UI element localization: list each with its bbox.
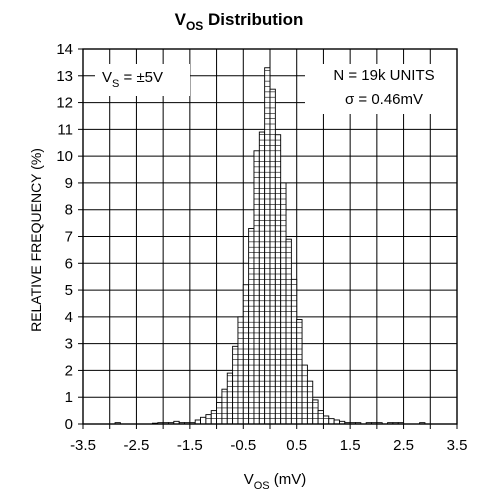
- x-tick-label: -0.5: [230, 437, 256, 454]
- y-axis-label: RELATIVE FREQUENCY (%): [28, 148, 44, 332]
- histogram-bar: [285, 238, 292, 425]
- supply-annotation-subscript: S: [112, 78, 119, 90]
- histogram-bar: [301, 364, 308, 425]
- histogram-bar: [200, 416, 207, 425]
- units-annotation: N = 19k UNITS: [333, 67, 434, 84]
- supply-annotation: VS = ±5V: [102, 69, 163, 90]
- histogram-bar: [248, 228, 255, 425]
- histogram-bar: [221, 388, 228, 425]
- x-tick-label: -2.5: [123, 437, 149, 454]
- x-axis-label-subscript: OS: [254, 480, 270, 492]
- y-tick-label: 6: [65, 255, 73, 272]
- histogram-bar: [306, 380, 314, 425]
- histogram-bar: [269, 88, 276, 425]
- plot-frame: [82, 48, 458, 425]
- x-tick-labels: -3.5 -2.5 -1.5 -0.5 0.5 1.5 2.5 3.5: [70, 437, 467, 454]
- histogram-bar: [258, 131, 266, 425]
- y-tick-label: 13: [56, 68, 73, 85]
- histogram-bar: [322, 415, 330, 425]
- x-tick-label: -1.5: [177, 437, 203, 454]
- histogram-bar: [216, 402, 223, 425]
- x-axis-label-main: V: [244, 471, 254, 488]
- histogram-bar: [253, 150, 260, 425]
- sigma-annotation: σ = 0.46mV: [345, 91, 423, 108]
- y-tick-label: 8: [65, 202, 73, 219]
- y-tick-label: 7: [65, 229, 73, 246]
- histogram-bar: [290, 278, 298, 425]
- chart-title-main: V: [175, 10, 187, 29]
- y-tick-label: 2: [65, 362, 73, 379]
- histogram-bar: [328, 418, 335, 425]
- histogram-bar: [226, 372, 234, 425]
- y-tick-label: 10: [56, 148, 73, 165]
- y-tick-label: 12: [56, 95, 73, 112]
- histogram-bar: [237, 316, 244, 425]
- supply-annotation-rest: = ±5V: [119, 69, 163, 86]
- histogram-bar: [312, 399, 319, 425]
- chart-title: VOS Distribution: [175, 10, 304, 33]
- histogram-bar: [280, 182, 287, 425]
- chart-title-rest: Distribution: [203, 10, 303, 29]
- histogram-bar: [317, 410, 324, 425]
- y-tick-label: 1: [65, 389, 73, 406]
- x-axis-label-rest: (mV): [270, 471, 307, 488]
- y-tick-label: 3: [65, 336, 73, 353]
- y-tick-label: 14: [56, 41, 73, 58]
- y-tick-label: 11: [57, 121, 73, 138]
- histogram-bar: [232, 345, 239, 425]
- y-tick-label: 4: [65, 309, 73, 326]
- axis-ticks: [78, 48, 458, 429]
- histogram-bar: [274, 134, 282, 425]
- x-tick-label: 0.5: [286, 437, 307, 454]
- stats-annotation-box: [305, 64, 457, 114]
- x-axis-label: VOS (mV): [244, 471, 307, 492]
- y-tick-label: 0: [65, 416, 73, 433]
- x-tick-label: 2.5: [393, 437, 414, 454]
- histogram-bar: [264, 67, 271, 425]
- histogram-bar: [296, 319, 303, 425]
- chart-title-subscript: OS: [186, 19, 203, 33]
- histogram-bar: [242, 284, 250, 425]
- supply-annotation-box: [95, 64, 190, 96]
- y-tick-label: 9: [65, 175, 73, 192]
- x-tick-label: 3.5: [447, 437, 468, 454]
- x-tick-label: 1.5: [340, 437, 361, 454]
- histogram-bar: [210, 410, 218, 425]
- x-tick-label: -3.5: [70, 437, 96, 454]
- histogram-bar: [205, 414, 212, 425]
- y-tick-label: 5: [65, 282, 73, 299]
- supply-annotation-main: V: [102, 69, 112, 86]
